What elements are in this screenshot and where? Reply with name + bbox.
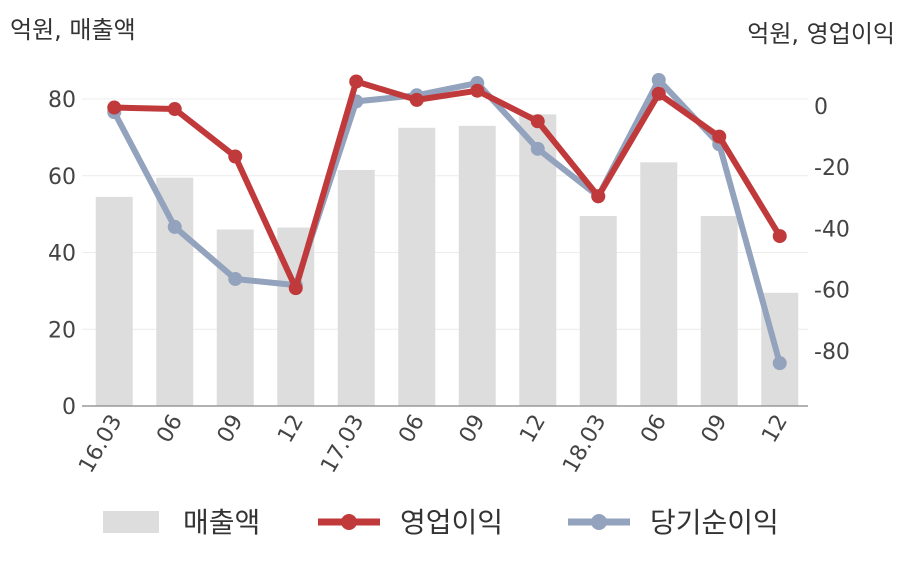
bar <box>216 229 254 406</box>
bar <box>458 125 496 407</box>
x-tick-label: 12 <box>515 411 551 448</box>
series-line <box>111 78 783 292</box>
right-axis-ticks: 0 -20 -40 -60 -80 <box>814 95 850 365</box>
legend-swatch-marker <box>591 514 607 530</box>
data-point <box>349 74 364 89</box>
x-tick-label: 06 <box>636 411 672 448</box>
x-tick-label: 06 <box>394 411 430 448</box>
data-point <box>167 102 182 117</box>
x-tick-label: 09 <box>455 411 491 448</box>
x-tick-label: 16.03 <box>74 411 127 478</box>
x-tick-label: 17.03 <box>316 411 369 478</box>
legend-label: 매출액 <box>183 506 260 539</box>
bar <box>579 216 617 406</box>
data-point <box>470 83 485 98</box>
data-point <box>772 356 787 371</box>
bar <box>700 216 738 406</box>
data-point <box>530 114 545 129</box>
left-tick-label: 40 <box>48 242 76 267</box>
left-tick-label: 0 <box>62 395 76 420</box>
left-axis-ticks: 0 20 40 60 80 <box>48 88 76 420</box>
legend-swatch-marker <box>341 514 357 530</box>
x-axis-ticks: 16.03 06 09 12 17.03 06 09 12 18.03 06 09 12 <box>74 411 793 478</box>
data-point <box>651 72 666 87</box>
data-point <box>228 271 243 286</box>
bar <box>337 169 375 406</box>
x-tick-label: 06 <box>152 411 188 448</box>
x-tick-label: 18.03 <box>558 411 611 478</box>
x-tick-label: 12 <box>757 411 793 448</box>
series-line <box>111 76 783 367</box>
right-tick-label: -40 <box>814 217 850 242</box>
data-point <box>288 281 303 296</box>
bar <box>640 162 678 406</box>
legend-swatch-bar <box>103 511 159 533</box>
bar <box>398 127 436 406</box>
legend-label: 영업이익 <box>400 506 503 539</box>
right-axis-unit: 억원, 영업이익 <box>747 20 895 48</box>
data-point <box>772 229 787 244</box>
data-point <box>228 149 243 164</box>
data-point <box>107 100 122 115</box>
data-point <box>409 92 424 107</box>
data-point <box>530 141 545 156</box>
data-point <box>591 189 606 204</box>
bar <box>95 196 133 406</box>
data-point <box>651 86 666 101</box>
x-tick-label: 09 <box>213 411 249 448</box>
data-point <box>712 129 727 144</box>
left-tick-label: 80 <box>48 88 76 113</box>
left-axis-unit: 억원, 매출액 <box>10 16 136 44</box>
x-tick-label: 09 <box>697 411 733 448</box>
legend: 매출액 영업이익 당기순이익 <box>103 506 779 539</box>
legend-label: 당기순이익 <box>650 506 779 539</box>
data-point <box>167 219 182 234</box>
x-tick-label: 12 <box>273 411 309 448</box>
right-tick-label: -60 <box>814 279 850 304</box>
bar-series <box>95 114 799 407</box>
left-tick-label: 60 <box>48 165 76 190</box>
right-tick-label: -80 <box>814 340 850 365</box>
bar <box>156 177 194 406</box>
right-tick-label: 0 <box>814 95 828 120</box>
bar <box>519 114 557 406</box>
line-series <box>107 72 787 371</box>
right-tick-label: -20 <box>814 156 850 181</box>
left-tick-label: 20 <box>48 318 76 343</box>
